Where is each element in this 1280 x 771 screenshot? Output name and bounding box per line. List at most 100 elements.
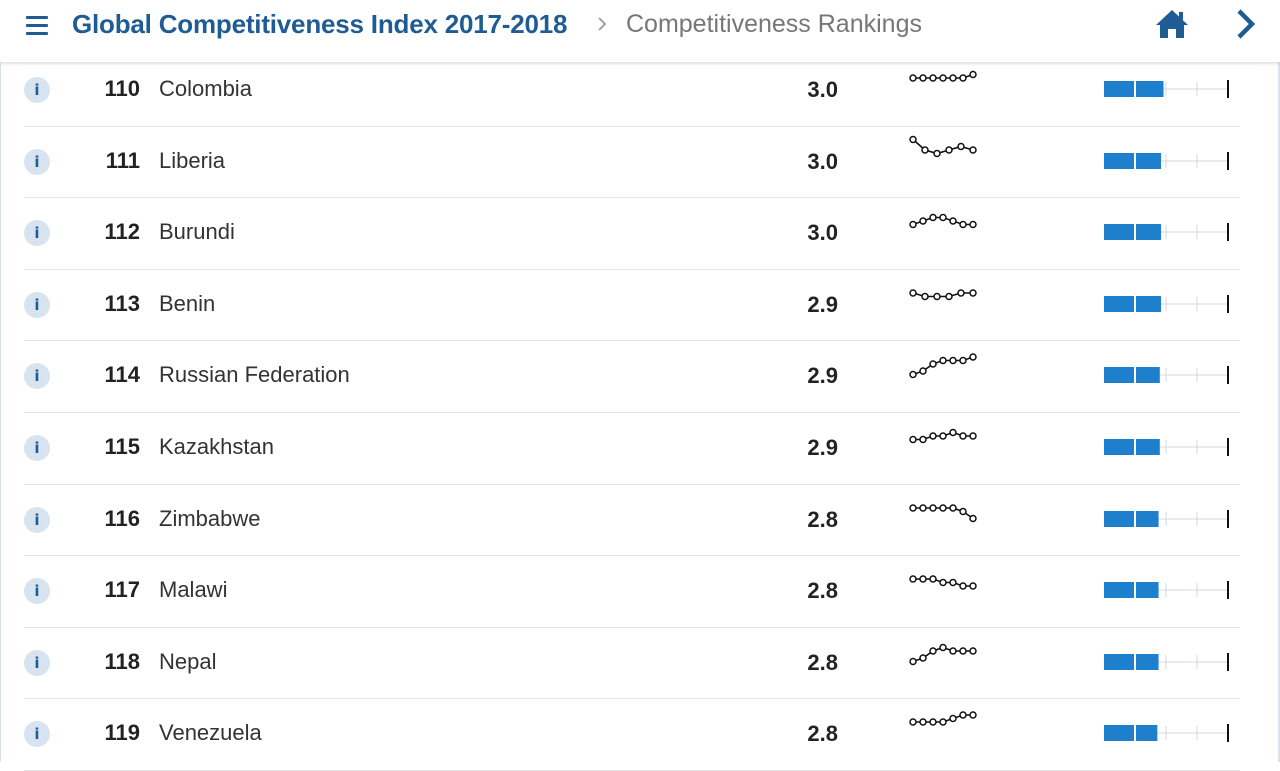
hamburger-menu-icon[interactable] bbox=[24, 12, 52, 40]
trend-point bbox=[909, 135, 917, 143]
trend-point bbox=[969, 514, 977, 522]
trend-point bbox=[969, 582, 977, 590]
rank-number: 110 bbox=[104, 76, 141, 101]
trend-sparkline bbox=[909, 575, 977, 590]
trend-point bbox=[959, 507, 967, 515]
info-icon[interactable]: i bbox=[24, 649, 50, 676]
breadcrumb: Competitiveness Rankings bbox=[626, 10, 922, 38]
score-bar-fill bbox=[1104, 81, 1164, 97]
rank-number: 116 bbox=[104, 505, 141, 531]
trend-sparkline bbox=[909, 428, 977, 444]
trend-point bbox=[959, 432, 967, 440]
trend-point bbox=[949, 217, 957, 225]
table-row[interactable]: i 111 Liberia 3.0 bbox=[0, 127, 1280, 199]
trend-point bbox=[909, 575, 917, 583]
rank-number: 118 bbox=[104, 648, 141, 674]
info-icon[interactable]: i bbox=[24, 77, 50, 103]
country-name[interactable]: Benin bbox=[159, 290, 216, 316]
score-bar-fill bbox=[1104, 653, 1159, 670]
trend-point bbox=[959, 647, 967, 655]
trend-point bbox=[939, 643, 947, 651]
score-bar bbox=[1104, 223, 1229, 242]
trend-point bbox=[909, 220, 917, 229]
country-name[interactable]: Colombia bbox=[159, 76, 252, 101]
score-bar-fill bbox=[1104, 152, 1162, 169]
table-row[interactable]: i 115 Kazakhstan 2.9 bbox=[0, 413, 1280, 485]
score-value: 3.0 bbox=[807, 220, 838, 246]
trend-point bbox=[959, 357, 967, 365]
score-value: 2.8 bbox=[807, 721, 838, 747]
info-icon[interactable]: i bbox=[24, 148, 50, 175]
country-name[interactable]: Burundi bbox=[159, 219, 235, 245]
table-row[interactable]: i 119 Venezuela 2.8 bbox=[0, 699, 1280, 771]
trend-point bbox=[939, 503, 947, 512]
score-bar bbox=[1104, 652, 1229, 671]
trend-point bbox=[969, 711, 977, 720]
table-row[interactable]: i 118 Nepal 2.8 bbox=[0, 628, 1280, 700]
app-title[interactable]: Global Competitiveness Index 2017-2018 bbox=[72, 9, 568, 39]
content-frame bbox=[0, 62, 1280, 762]
country-name[interactable]: Liberia bbox=[159, 147, 226, 173]
trend-point bbox=[939, 718, 947, 727]
trend-point bbox=[929, 647, 937, 655]
info-icon[interactable]: i bbox=[24, 220, 50, 247]
table-row[interactable]: i 110 Colombia 3.0 bbox=[0, 55, 1280, 127]
score-value: 2.8 bbox=[807, 649, 838, 675]
country-name[interactable]: Zimbabwe bbox=[159, 505, 261, 531]
info-icon[interactable]: i bbox=[24, 506, 50, 533]
trend-point bbox=[949, 74, 957, 82]
trend-point bbox=[969, 220, 977, 229]
trend-point bbox=[969, 353, 977, 362]
table-row[interactable]: i 113 Benin 2.9 bbox=[0, 270, 1280, 342]
rank-number: 119 bbox=[104, 720, 141, 746]
trend-point bbox=[919, 718, 927, 727]
info-icon[interactable]: i bbox=[24, 291, 50, 318]
table-row[interactable]: i 112 Burundi 3.0 bbox=[0, 198, 1280, 270]
info-icon[interactable]: i bbox=[24, 721, 50, 748]
trend-point bbox=[919, 575, 927, 583]
trend-point bbox=[909, 435, 917, 444]
table-row[interactable]: i 114 Russian Federation 2.9 bbox=[0, 341, 1280, 413]
score-value: 2.8 bbox=[807, 578, 838, 604]
table-row[interactable]: i 116 Zimbabwe 2.8 bbox=[0, 485, 1280, 557]
trend-point bbox=[939, 357, 947, 365]
score-bar bbox=[1104, 80, 1229, 98]
trend-point bbox=[909, 503, 917, 512]
score-bar-fill bbox=[1104, 510, 1159, 527]
score-bar-fill bbox=[1104, 224, 1162, 241]
home-icon[interactable] bbox=[1154, 8, 1190, 40]
country-name[interactable]: Kazakhstan bbox=[159, 433, 274, 459]
trend-point bbox=[959, 220, 967, 229]
trend-point bbox=[929, 718, 937, 727]
score-bar bbox=[1104, 581, 1229, 600]
table-row[interactable]: i 117 Malawi 2.8 bbox=[0, 556, 1280, 628]
rankings-list: i 110 Colombia 3.0 i 111 Liberia 3.0 i 112 Burundi… bbox=[0, 55, 1280, 771]
trend-sparkline bbox=[909, 353, 977, 379]
score-value: 2.8 bbox=[807, 506, 838, 532]
trend-point bbox=[919, 74, 927, 82]
info-icon[interactable]: i bbox=[24, 363, 50, 390]
info-icon[interactable]: i bbox=[24, 578, 50, 605]
rank-number: 111 bbox=[105, 147, 140, 173]
trend-point bbox=[909, 718, 917, 727]
country-name[interactable]: Nepal bbox=[159, 648, 217, 674]
score-value: 3.0 bbox=[807, 148, 838, 174]
info-icon[interactable]: i bbox=[24, 434, 50, 461]
score-value: 2.9 bbox=[807, 434, 838, 460]
trend-point bbox=[945, 292, 953, 301]
trend-point bbox=[919, 503, 927, 512]
country-name[interactable]: Venezuela bbox=[159, 720, 262, 746]
trend-point bbox=[939, 74, 947, 82]
country-name[interactable]: Malawi bbox=[159, 577, 228, 603]
trend-point bbox=[957, 142, 965, 150]
rank-number: 115 bbox=[104, 433, 141, 459]
country-name[interactable]: Russian Federation bbox=[159, 362, 350, 388]
rank-number: 113 bbox=[104, 290, 141, 316]
trend-point bbox=[921, 145, 929, 154]
trend-point bbox=[919, 654, 927, 662]
score-bar bbox=[1104, 724, 1229, 743]
trend-point bbox=[949, 503, 957, 512]
next-page-button[interactable] bbox=[1234, 7, 1258, 41]
trend-point bbox=[949, 428, 957, 437]
score-bar-fill bbox=[1104, 582, 1159, 599]
